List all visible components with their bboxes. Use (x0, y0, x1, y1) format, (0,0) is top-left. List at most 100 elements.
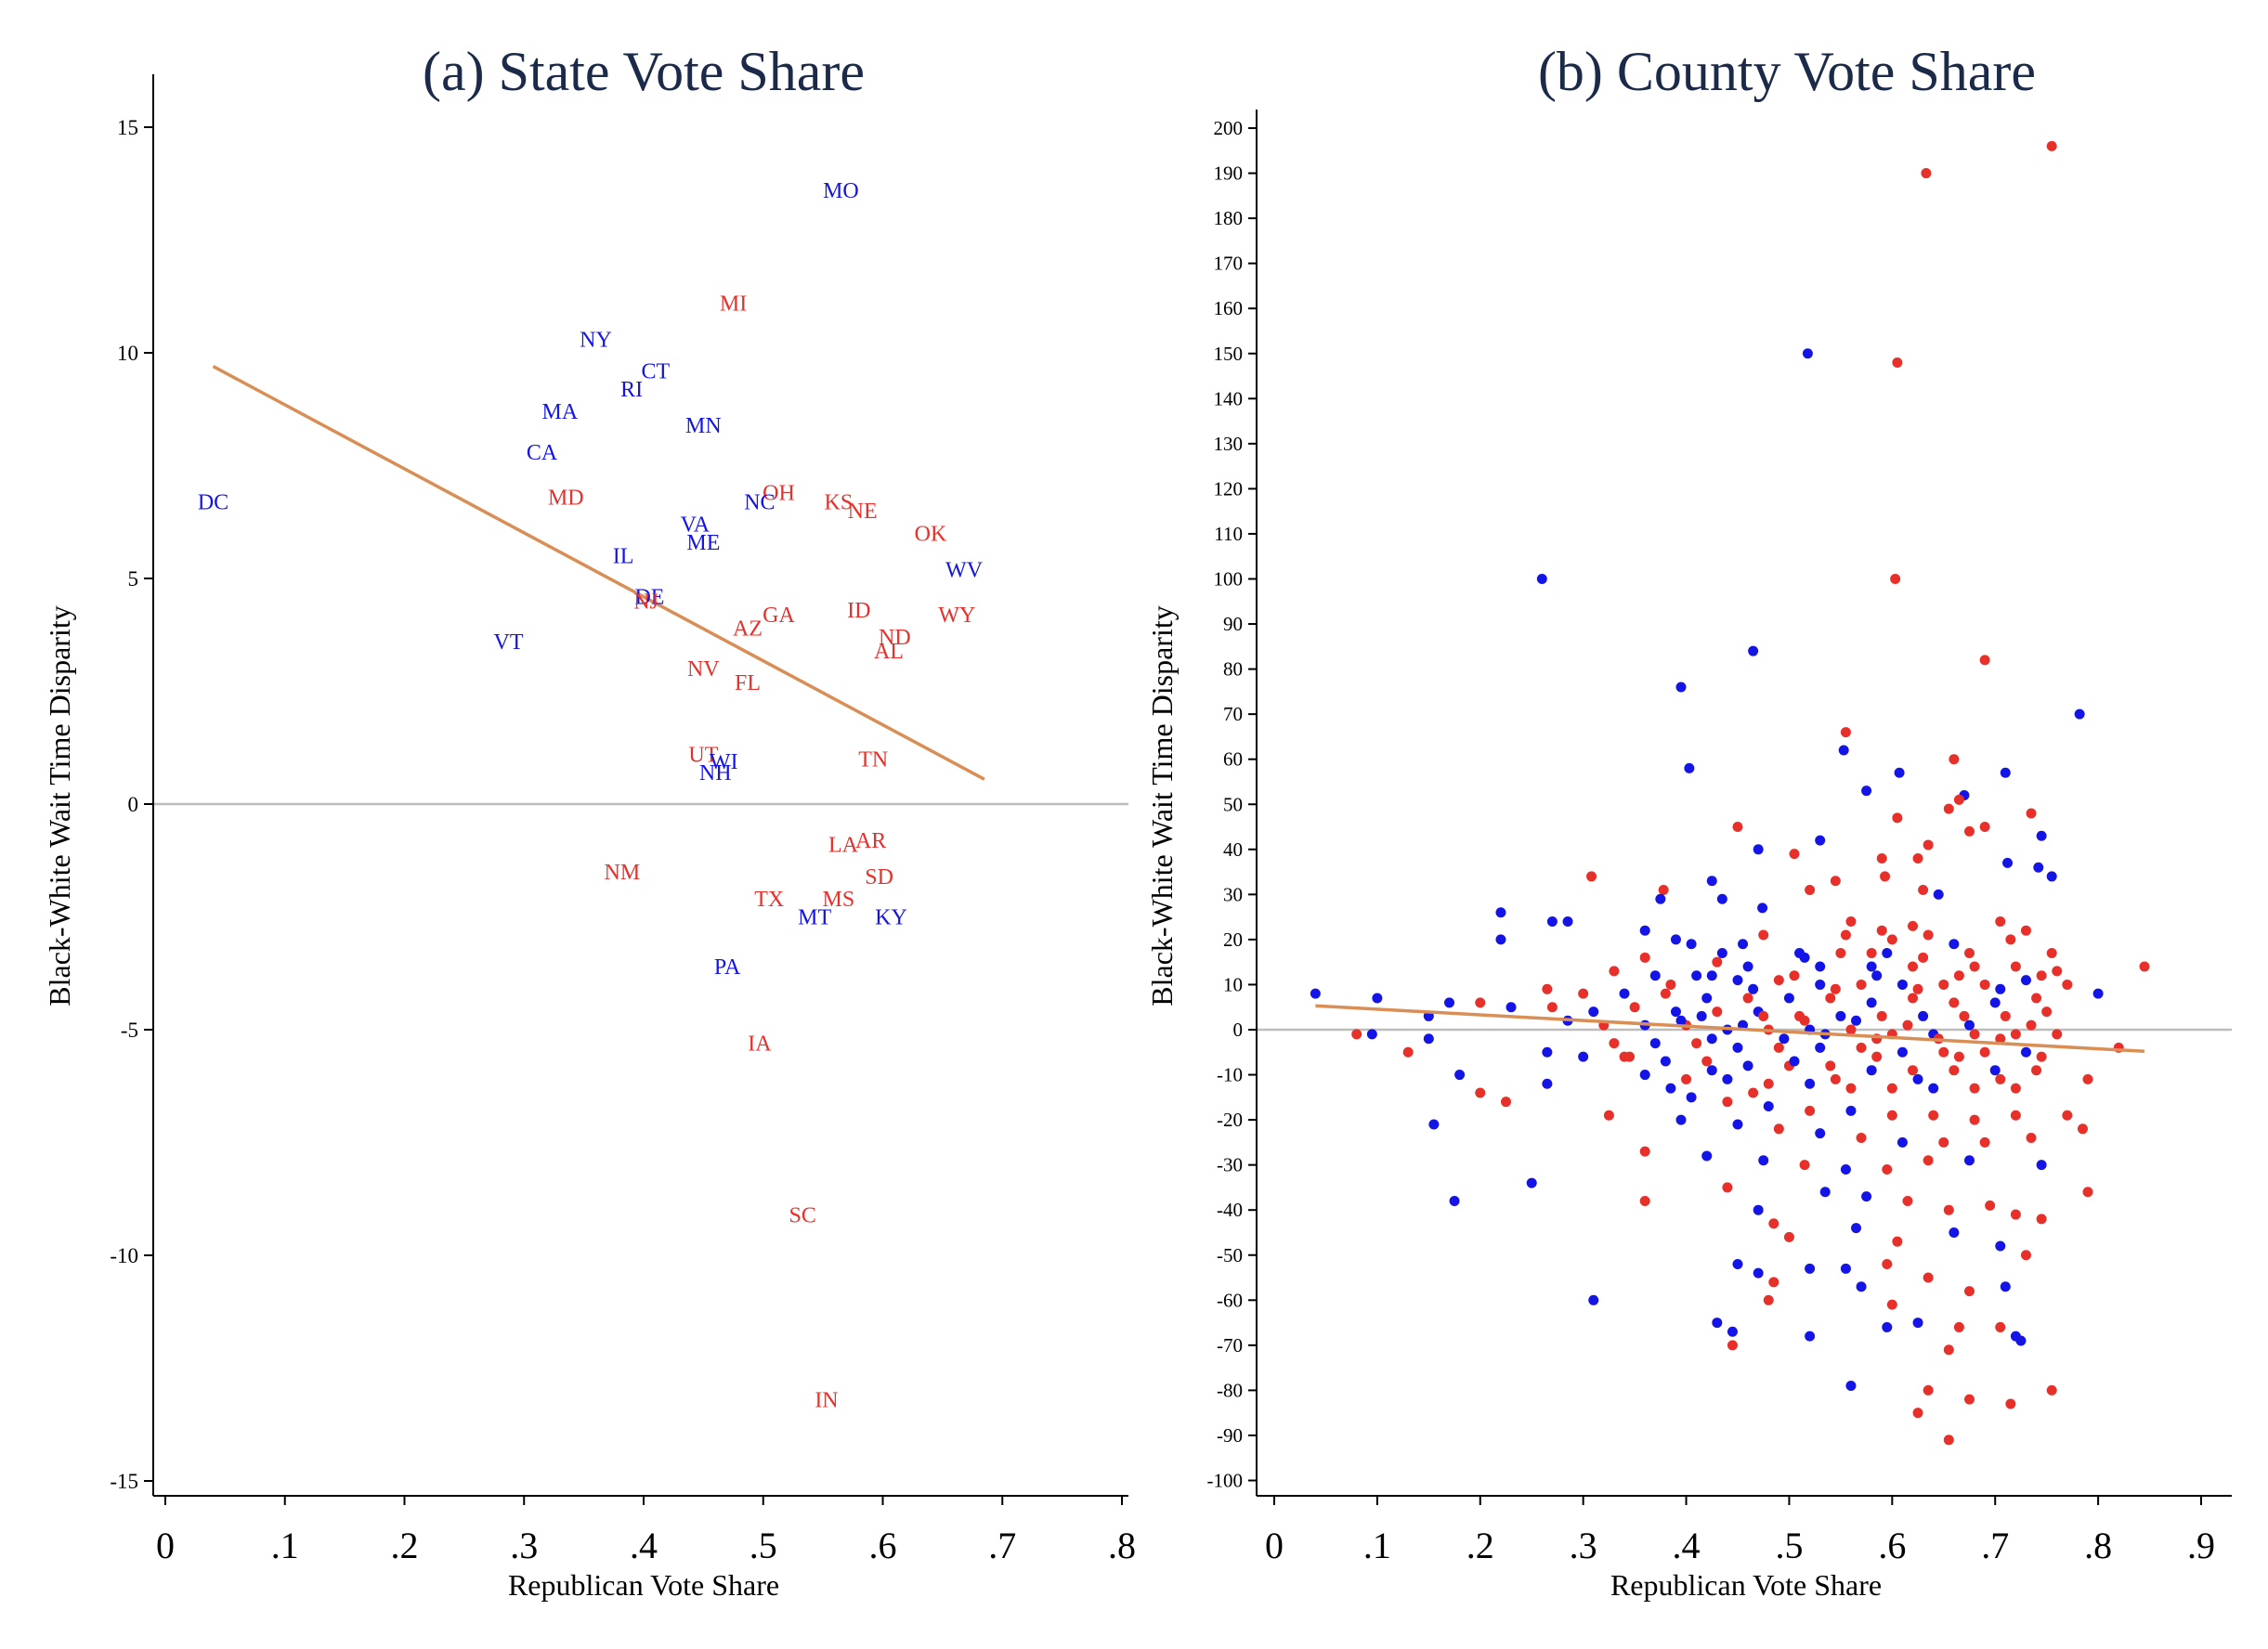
county-point (1805, 1078, 1816, 1089)
county-point (1691, 970, 1702, 981)
county-point (1639, 1070, 1650, 1081)
county-point (1866, 1065, 1877, 1076)
panel-b-fit-line (1315, 1004, 2145, 1054)
panel-a-x-tick-label: .2 (391, 1525, 419, 1566)
county-point (1609, 1038, 1620, 1049)
county-point (1624, 1051, 1636, 1062)
state-label-az: AZ (733, 617, 763, 641)
county-point (1753, 1204, 1764, 1215)
state-label-ca: CA (527, 441, 558, 465)
county-point (1526, 1177, 1537, 1188)
county-point (1758, 1155, 1769, 1166)
county-point (1542, 1046, 1553, 1058)
county-point (2010, 1110, 2021, 1121)
state-label-mn: MN (685, 414, 722, 438)
county-point (2031, 993, 2042, 1004)
county-point (1995, 1240, 2006, 1252)
panel-b-y-tick-label: 190 (1214, 162, 1244, 185)
county-point (1949, 1065, 1960, 1076)
state-label-nj: NJ (633, 590, 658, 614)
county-point (2031, 1065, 2042, 1076)
county-point (1588, 1294, 1599, 1305)
county-point (1639, 925, 1650, 936)
county-point (1912, 853, 1923, 864)
county-point (1979, 1136, 1990, 1148)
panel-a-y-tick-label: -10 (110, 1244, 138, 1267)
county-point (1722, 1073, 1733, 1084)
county-point (1660, 988, 1671, 999)
county-point (1923, 839, 1934, 850)
panel-b-x-tick-label: .7 (1981, 1525, 2009, 1566)
state-label-in: IN (815, 1389, 838, 1413)
county-point (1871, 970, 1883, 981)
state-label-mo: MO (823, 179, 859, 203)
county-point (1830, 1073, 1841, 1084)
state-label-ut: UT (688, 744, 718, 768)
county-point (1758, 929, 1769, 941)
county-point (2046, 1384, 2057, 1396)
county-point (1773, 1042, 1784, 1053)
county-point (2036, 970, 2047, 981)
county-point (1712, 1006, 1723, 1018)
county-point (1995, 915, 2006, 927)
panel-b-x-tick-label: .9 (2187, 1525, 2215, 1566)
state-label-ny: NY (580, 328, 612, 352)
county-point (1964, 1019, 1975, 1031)
state-label-nm: NM (604, 861, 640, 885)
county-point (1423, 1033, 1434, 1045)
state-label-ks: KS (825, 490, 854, 514)
panel-b-x-tick-label: .6 (1878, 1525, 1906, 1566)
county-point (1845, 1381, 1857, 1392)
county-point (1856, 1042, 1867, 1053)
county-point (1897, 1046, 1908, 1058)
county-point (1686, 939, 1697, 950)
county-point (1949, 1227, 1960, 1238)
county-point (1763, 1101, 1774, 1112)
county-point (1815, 835, 1826, 846)
county-point (2010, 1029, 2021, 1040)
state-label-nd: ND (879, 626, 911, 650)
county-point (1773, 975, 1784, 986)
panel-b-y-tick-label: 100 (1214, 568, 1244, 591)
panel-a-y-tick-label: 0 (128, 793, 139, 816)
county-point (1675, 1015, 1687, 1026)
county-point (1578, 1051, 1589, 1062)
county-point (1845, 1024, 1857, 1035)
county-point (1649, 970, 1661, 981)
county-point (1949, 939, 1960, 950)
county-point (1979, 655, 1990, 666)
panel-b-y-tick-label: 70 (1223, 703, 1243, 725)
panel-b-y-tick-label: 150 (1214, 343, 1244, 365)
county-point (1658, 884, 1669, 895)
county-point (1912, 1318, 1923, 1329)
county-point (1722, 1097, 1733, 1108)
county-point (1675, 1114, 1687, 1125)
county-point (1732, 1042, 1743, 1053)
panel-a-x-tick-label: .5 (749, 1525, 777, 1566)
county-point (1908, 1065, 1919, 1076)
county-point (1851, 1223, 1862, 1234)
county-point (1840, 1164, 1851, 1175)
county-point (2015, 1335, 2027, 1346)
county-point (2026, 1133, 2037, 1144)
county-point (1923, 1272, 1934, 1283)
county-point (1892, 357, 1903, 368)
panel-a-x-tick-label: .3 (510, 1525, 538, 1566)
county-point (1546, 915, 1558, 927)
county-point (1742, 1060, 1753, 1071)
county-point (2036, 1160, 2047, 1171)
panel-b-y-tick-label: 170 (1214, 253, 1244, 275)
county-point (1921, 168, 1932, 179)
state-label-ma: MA (542, 400, 579, 424)
county-point (1949, 997, 1960, 1008)
county-point (2000, 767, 2011, 778)
state-label-ar: AR (855, 829, 886, 853)
panel-a-x-tick-label: .6 (869, 1525, 897, 1566)
county-point (1805, 1105, 1816, 1116)
state-label-vt: VT (494, 630, 524, 655)
panel-b-y-axis-label: Black-White Wait Time Disparity (1145, 605, 1179, 1006)
county-point (1716, 947, 1727, 958)
panel-b-y-tick-label: 80 (1223, 658, 1243, 681)
county-point (1660, 1056, 1671, 1067)
panel-b-y-tick-label: -40 (1217, 1199, 1243, 1221)
